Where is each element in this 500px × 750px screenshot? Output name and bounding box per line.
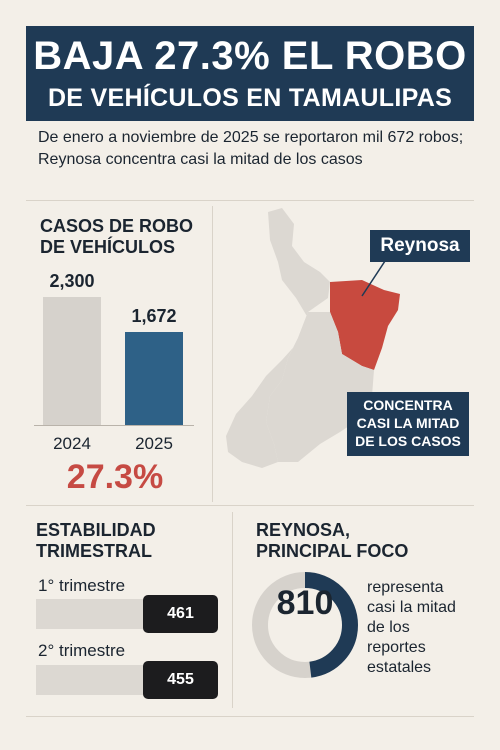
divider-middle [26,505,474,506]
reynosa-desc-line2: casi la mitad [367,599,456,616]
cases-section-title: CASOS DE ROBO DE VEHÍCULOS [40,216,193,258]
bar-value-2024: 2,300 [49,271,95,291]
divider-top [26,200,474,201]
reynosa-desc-line3: de los [367,619,410,636]
year-label-2024: 2024 [53,434,91,453]
callout-line1: CONCENTRA [363,397,453,413]
main-title: BAJA 27.3% EL ROBO [33,34,467,78]
cases-title-line1: CASOS DE ROBO [40,216,194,236]
reynosa-desc-line4: reportes [367,639,426,656]
reynosa-title-line1: REYNOSA, [256,520,351,540]
quarter-1-value: 461 [143,595,218,633]
donut-share-arc [252,572,358,678]
callout-line2: CASI LA MITAD [356,415,460,431]
reynosa-desc-line5: estatales [367,659,432,676]
bar-2025 [125,332,183,425]
reynosa-count: 810 [276,584,334,622]
state-shape [226,208,330,468]
cases-title-line2: DE VEHÍCULOS [40,237,176,257]
concentration-callout: CONCENTRA CASI LA MITAD DE LOS CASOS [347,392,469,456]
reynosa-description: representa casi la mitad de los reportes… [367,578,477,678]
quarterly-section-title: ESTABILIDAD TRIMESTRAL [36,520,156,562]
reynosa-section-title: REYNOSA, PRINCIPAL FOCO [256,520,408,562]
quarterly-title-line1: ESTABILIDAD [36,520,156,540]
chart-baseline [34,425,194,426]
quarterly-title-line2: TRIMESTRAL [36,541,152,561]
main-title-secondary: DE VEHÍCULOS EN TAMAULIPAS [47,84,453,112]
quarter-2-value: 455 [143,661,218,699]
bar-2024 [43,297,101,425]
divider-vertical-bottom [232,512,233,708]
decrease-percentage: 27.3% [66,458,164,496]
subtitle: De enero a noviembre de 2025 se reportar… [38,129,464,168]
reynosa-desc-line1: representa [367,579,444,596]
bar-value-2025: 1,672 [131,306,177,326]
quarter-2-label: 2° trimestre [38,641,126,660]
reynosa-donut-chart [252,572,358,678]
quarter-1-label: 1° trimestre [38,576,126,595]
year-label-2025: 2025 [135,434,173,453]
label-pointer-line [361,257,388,297]
divider-bottom [26,716,474,717]
reynosa-map-label: Reynosa [370,230,470,262]
divider-vertical-top [212,206,213,502]
callout-line3: DE LOS CASOS [355,433,461,449]
title-banner: BAJA 27.3% EL ROBO DE VEHÍCULOS EN TAMAU… [26,26,474,121]
reynosa-title-line2: PRINCIPAL FOCO [256,541,409,561]
reynosa-region [330,280,400,370]
